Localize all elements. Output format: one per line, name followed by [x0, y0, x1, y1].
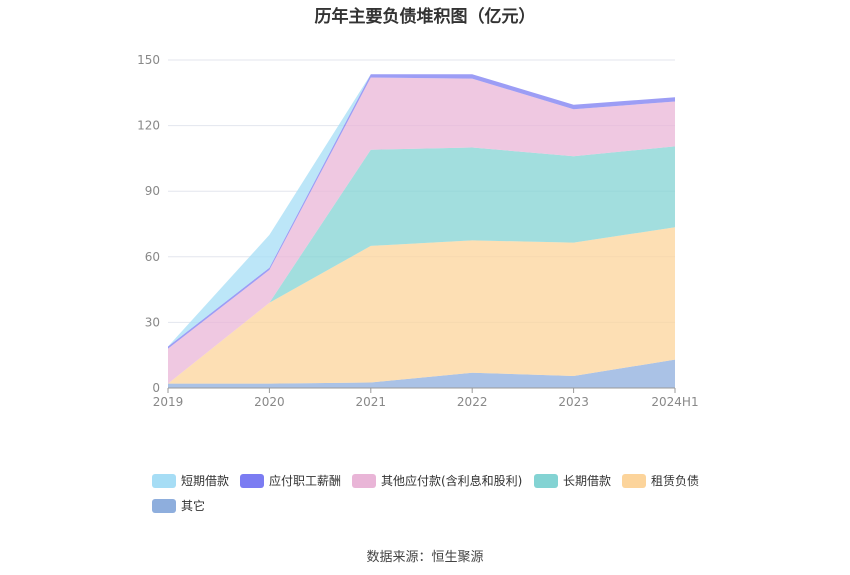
chart-title: 历年主要负债堆积图（亿元）: [314, 7, 536, 27]
legend-swatch: [534, 473, 558, 488]
legend-item[interactable]: 租赁负债: [622, 472, 699, 489]
area-其他应付款(含利息和股利): [168, 77, 675, 384]
y-tick-label: 0: [152, 381, 160, 395]
legend-swatch: [152, 498, 176, 513]
legend-label: 短期借款: [181, 474, 230, 488]
x-tick-label: 2024H1: [651, 395, 698, 409]
area-长期借款: [168, 146, 675, 384]
legend-item[interactable]: 长期借款: [534, 472, 611, 489]
y-tick-label: 150: [137, 53, 160, 67]
legend-swatch: [240, 473, 264, 488]
legend-swatch: [352, 473, 376, 488]
legend-label: 其他应付款(含利息和股利): [381, 474, 523, 488]
x-tick-label: 2022: [457, 395, 488, 409]
source-note: 数据来源：恒生聚源: [366, 550, 484, 565]
y-tick-label: 120: [137, 119, 160, 133]
legend-label: 租赁负债: [651, 474, 700, 488]
area-series: [168, 74, 675, 388]
legend-item[interactable]: 其它: [152, 497, 205, 514]
y-tick-label: 60: [145, 250, 160, 264]
legend-item[interactable]: 其他应付款(含利息和股利): [352, 472, 522, 489]
legend-item[interactable]: 应付职工薪酬: [240, 472, 341, 489]
y-tick-label: 30: [145, 315, 160, 329]
legend-swatch: [152, 473, 176, 488]
legend-swatch: [622, 473, 646, 488]
legend-label: 其它: [181, 499, 206, 513]
x-tick-label: 2020: [254, 395, 285, 409]
legend-item[interactable]: 短期借款: [152, 472, 229, 489]
area-应付职工薪酬: [168, 74, 675, 349]
legend-label: 应付职工薪酬: [269, 474, 342, 488]
area-其它: [168, 359, 675, 388]
x-tick-label: 2021: [356, 395, 387, 409]
y-tick-label: 90: [145, 184, 160, 198]
area-租赁负债: [168, 227, 675, 384]
axes: 0 30 60 90 120 150 2019 2020 2021 2022 2023 2024H1: [137, 53, 699, 409]
x-tick-label: 2019: [153, 395, 184, 409]
legend-label: 长期借款: [563, 474, 612, 488]
x-tick-label: 2023: [558, 395, 589, 409]
